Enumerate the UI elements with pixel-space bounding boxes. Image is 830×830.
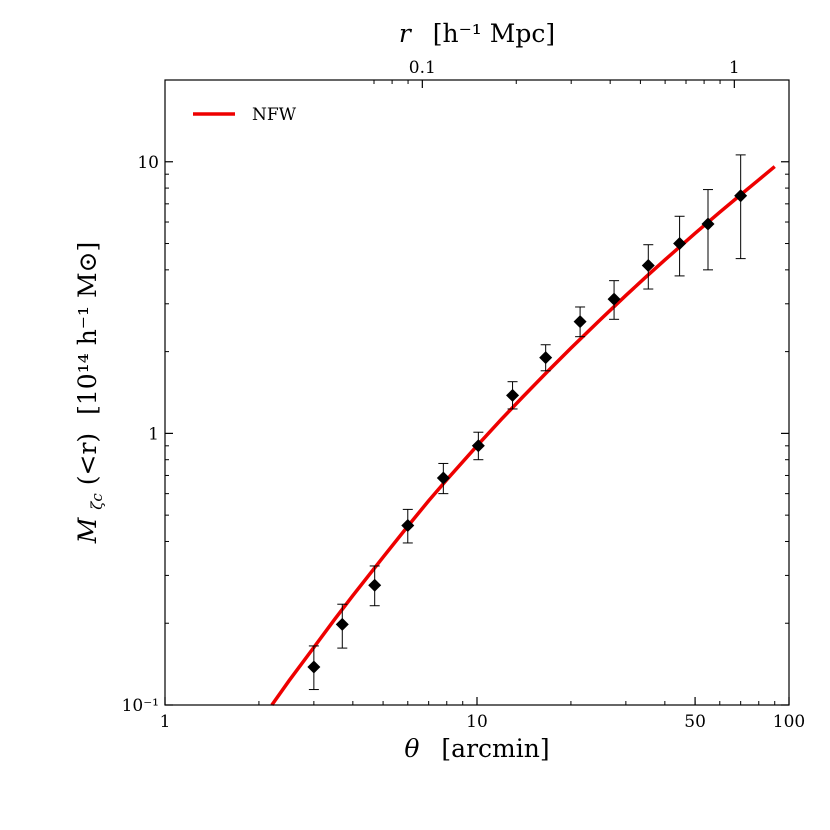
x-tick-label: 1 (160, 712, 171, 732)
nfw-curve (270, 165, 776, 707)
top-axis-unit: [h⁻¹ Mpc] (433, 19, 555, 48)
data-marker (734, 189, 748, 203)
data-point (607, 280, 621, 320)
data-marker (335, 617, 349, 631)
data-point (641, 244, 655, 290)
data-marker (506, 388, 520, 402)
data-marker (607, 292, 621, 306)
data-point (307, 645, 321, 691)
top-tick-label: 0.1 (409, 58, 436, 78)
data-marker (701, 217, 715, 231)
y-axis-title: M ζc (<r) [10¹⁴ h⁻¹ M⊙] (73, 242, 108, 545)
data-marker (471, 439, 485, 453)
minor-ticks (165, 79, 789, 705)
data-marker (539, 351, 553, 365)
data-point (471, 431, 485, 461)
x-tick-label: 10 (466, 712, 488, 732)
data-point (673, 215, 687, 277)
top-axis-title: r [h⁻¹ Mpc] (399, 19, 555, 48)
data-marker (368, 578, 382, 592)
y-axis-subscript: ζc (88, 493, 106, 510)
nfw-curve-layer (270, 165, 776, 707)
data-point (539, 344, 553, 372)
x-tick-label: 50 (684, 712, 706, 732)
y-tick-label: 10 (137, 153, 159, 173)
data-point (401, 508, 415, 544)
y-axis-unit: [10¹⁴ h⁻¹ M⊙] (73, 242, 102, 415)
data-marker (673, 237, 687, 251)
x-axis-title: θ [arcmin] (404, 734, 549, 763)
x-axis-symbol: θ (404, 734, 419, 763)
y-axis-argument: (<r) (73, 433, 102, 485)
plot-frame (164, 79, 790, 706)
x-axis-unit: [arcmin] (441, 734, 549, 763)
x-tick-label: 100 (773, 712, 805, 732)
top-axis-symbol: r (399, 19, 413, 48)
data-point (335, 603, 349, 649)
data-point (436, 462, 450, 495)
y-tick-label: 10⁻¹ (122, 696, 159, 716)
data-point (573, 306, 587, 338)
y-axis-symbol: M (73, 516, 102, 544)
data-marker (641, 259, 655, 273)
top-tick-label: 1 (729, 58, 740, 78)
data-marker (573, 315, 587, 329)
data-marker (307, 660, 321, 674)
data-point (506, 381, 520, 410)
data-marker (401, 518, 415, 532)
legend-nfw-label: NFW (252, 105, 297, 125)
y-tick-label: 1 (148, 424, 159, 444)
legend: NFW (193, 105, 297, 125)
data-point (701, 189, 715, 271)
data-points-layer (307, 154, 748, 691)
data-point (734, 154, 748, 260)
data-marker (436, 471, 450, 485)
data-point (368, 565, 382, 607)
